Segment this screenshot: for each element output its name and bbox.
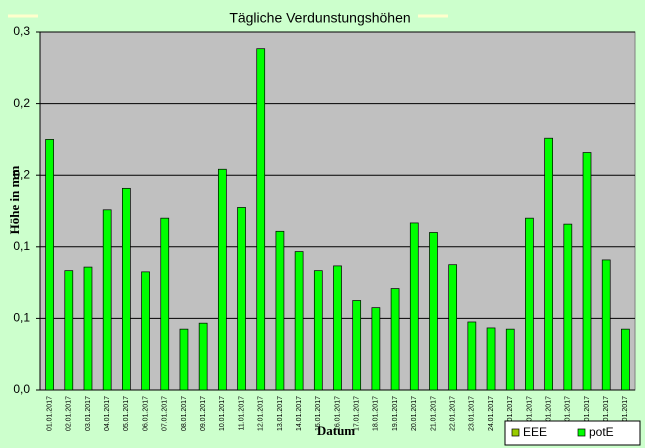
y-tick-label: 0,0 (13, 382, 30, 396)
bar (448, 264, 458, 391)
x-tick-label: 22.01.2017 (450, 396, 457, 431)
bar (467, 321, 477, 391)
bar (505, 328, 515, 391)
y-tick-label: 0,3 (13, 24, 30, 38)
x-tick-label: 01.01.2017 (46, 396, 53, 431)
x-tick-label: 18.01.2017 (373, 396, 380, 431)
x-tick-label: 16.01.2017 (334, 396, 341, 431)
x-tick-label: 28.01.2017 (565, 396, 572, 431)
y-tick-label: 0,1 (13, 239, 30, 253)
x-tick-label: 11.01.2017 (238, 396, 245, 431)
bar (160, 217, 170, 391)
legend-swatch (577, 428, 586, 437)
x-tick-label: 10.01.2017 (219, 396, 226, 431)
x-tick-label: 09.01.2017 (200, 396, 207, 431)
x-tick-label: 23.01.2017 (469, 396, 476, 431)
bar (141, 271, 150, 391)
bar (275, 230, 285, 391)
x-tick-label: 26.01.2017 (526, 396, 533, 431)
bar (294, 251, 304, 391)
bar (429, 232, 438, 391)
bar (45, 139, 54, 391)
bar (122, 187, 131, 391)
bar (217, 168, 227, 391)
bar (102, 209, 112, 391)
bar (313, 270, 323, 391)
bar (582, 152, 592, 391)
bar (371, 307, 381, 391)
x-tick-label: 04.01.2017 (104, 396, 111, 431)
bar (409, 222, 419, 391)
bar (64, 270, 74, 391)
bar (563, 223, 573, 391)
bar (352, 300, 362, 391)
bar (544, 137, 553, 391)
x-axis-title: Datum (317, 423, 355, 438)
bar (179, 328, 189, 391)
x-tick-label: 30.01.2017 (603, 396, 610, 431)
x-tick-label: 17.01.2017 (354, 396, 361, 431)
legend-label: potE (589, 425, 614, 439)
x-tick-label: 31.01.2017 (622, 396, 629, 431)
x-tick-label: 08.01.2017 (181, 396, 188, 431)
legend: EEE potE (504, 420, 641, 446)
x-tick-label: 29.01.2017 (584, 396, 591, 431)
x-tick-label: 07.01.2017 (162, 396, 169, 431)
x-tick-label: 15.01.2017 (315, 396, 322, 431)
bar (237, 207, 246, 391)
x-tick-label: 19.01.2017 (392, 396, 399, 431)
bar (525, 217, 534, 391)
legend-swatch (511, 428, 520, 437)
bar (198, 322, 208, 391)
legend-box (504, 420, 641, 446)
y-tick-label: 0,2 (13, 167, 30, 181)
x-tick-label: 06.01.2017 (142, 396, 149, 431)
bar (390, 288, 400, 391)
bar (621, 328, 630, 391)
bar (256, 48, 266, 391)
y-axis-title: Höhe in mm (7, 166, 22, 235)
x-tick-label: 24.01.2017 (488, 396, 495, 431)
y-tick-label: 0,1 (13, 311, 30, 325)
y-tick-label: 0,2 (13, 96, 30, 110)
x-tick-label: 27.01.2017 (545, 396, 552, 431)
bar (333, 265, 342, 391)
x-tick-label: 20.01.2017 (411, 396, 418, 431)
x-tick-label: 25.01.2017 (507, 396, 514, 431)
legend-label: EEE (523, 425, 547, 439)
x-tick-label: 13.01.2017 (277, 396, 284, 431)
x-tick-label: 05.01.2017 (123, 396, 130, 431)
x-tick-label: 12.01.2017 (258, 396, 265, 431)
chart-title: Tägliche Verdunstungshöhen (229, 10, 410, 26)
x-tick-label: 21.01.2017 (430, 396, 437, 431)
x-tick-label: 14.01.2017 (296, 396, 303, 431)
bar (601, 259, 611, 391)
x-tick-label: 03.01.2017 (85, 396, 92, 431)
bar (83, 266, 93, 391)
bar (486, 327, 496, 391)
x-tick-label: 02.01.2017 (66, 396, 73, 431)
